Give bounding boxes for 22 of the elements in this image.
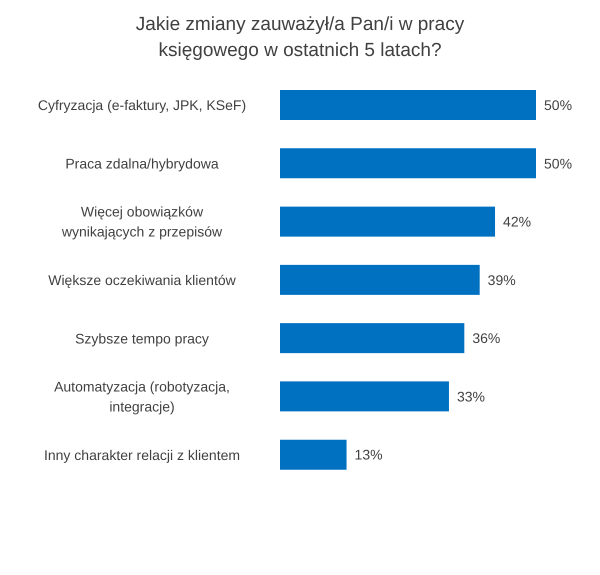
bar: [280, 264, 480, 295]
data-label: 39%: [488, 272, 516, 288]
bar: [280, 206, 496, 237]
data-label: 36%: [472, 330, 500, 346]
y-tick-label: Więcej obowiązków wynikających z przepisów: [60, 204, 224, 240]
y-tick-label: Inny charakter relacji z klientem: [44, 446, 240, 463]
bar: [280, 323, 464, 354]
data-label: 50%: [544, 96, 572, 113]
bar: [280, 440, 347, 470]
data-label: 33%: [456, 388, 485, 404]
y-tick-label: Szybsze tempo pracy: [75, 330, 209, 346]
chart-title: Jakie zmiany zauważył/a Pan/i w pracy księgowego w ostatnich 5 latach?: [134, 13, 466, 63]
bar: [280, 90, 536, 120]
y-tick-label: Praca zdalna/hybrydowa: [65, 155, 219, 172]
bar: [280, 148, 536, 178]
bar: [280, 381, 449, 412]
y-tick-label: Większe oczekiwania klientów: [48, 272, 237, 288]
y-tick-label: Automatyzacja (robotyzacja, integracje): [54, 378, 230, 415]
data-label: 50%: [544, 155, 572, 172]
data-label: 13%: [354, 446, 383, 463]
y-tick-label: Cyfryzacja (e-faktury, JPK, KSeF): [38, 97, 246, 114]
data-label: 42%: [503, 214, 532, 230]
